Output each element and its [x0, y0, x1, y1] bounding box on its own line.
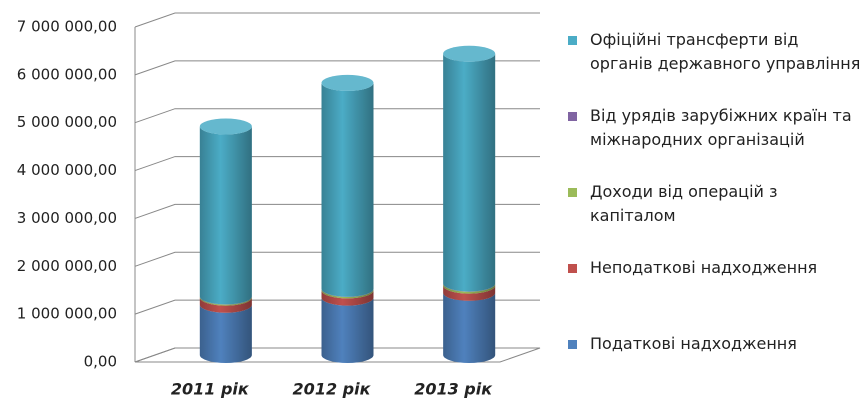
legend-item: Від урядів зарубіжних країн та міжнародн…	[568, 104, 864, 180]
y-tick-label: 3 000 000,00	[17, 209, 117, 227]
bar-shade	[443, 285, 496, 301]
bar-shade	[199, 304, 252, 363]
bar-shade	[321, 297, 374, 363]
y-tick-label: 5 000 000,00	[17, 113, 117, 131]
bar-shade	[443, 292, 496, 363]
legend-label: Від урядів зарубіжних країн та міжнародн…	[590, 106, 852, 149]
grid-line	[134, 108, 540, 124]
bar-top-shade	[199, 118, 252, 135]
y-tick-label: 0,00	[84, 353, 117, 371]
x-tick-label: 2012 рік	[293, 380, 372, 399]
bar-shade	[321, 82, 374, 297]
bar-shade	[199, 297, 252, 313]
legend-label: Офіційні трансферти від органів державно…	[590, 30, 861, 73]
x-tick-label: 2013 рік	[414, 380, 493, 399]
bar-shade	[321, 288, 374, 299]
bar-top-shade	[443, 45, 496, 62]
bar-shade	[199, 126, 252, 305]
legend-label: Доходи від операцій з капіталом	[590, 182, 778, 225]
legend-item: Неподаткові надходження	[568, 256, 864, 332]
x-tick-label: 2011 рік	[171, 380, 250, 399]
grid-line	[134, 347, 540, 363]
bar-shade	[321, 290, 374, 306]
grid-line	[134, 251, 540, 267]
legend: Офіційні трансферти від органів державно…	[568, 28, 864, 405]
legend-label: Неподаткові надходження	[590, 258, 818, 277]
legend-swatch	[568, 264, 577, 273]
bar-shade	[443, 53, 496, 292]
grid-line	[134, 299, 540, 315]
y-tick-label: 2 000 000,00	[17, 257, 117, 275]
bar-top	[443, 45, 496, 62]
legend-item: Доходи від операцій з капіталом	[568, 180, 864, 256]
bar-top	[321, 74, 374, 91]
legend-swatch	[568, 340, 577, 349]
bar-shade	[443, 283, 496, 294]
legend-swatch	[568, 188, 577, 197]
y-tick-label: 4 000 000,00	[17, 161, 117, 179]
y-tick-label: 7 000 000,00	[17, 18, 117, 36]
bar-top	[199, 118, 252, 135]
grid-line	[134, 156, 540, 172]
legend-item: Офіційні трансферти від органів державно…	[568, 28, 864, 104]
y-tick-label: 6 000 000,00	[17, 65, 117, 83]
legend-label: Податкові надходження	[590, 334, 797, 353]
legend-swatch	[568, 36, 577, 45]
bar-top-shade	[321, 74, 374, 91]
legend-item: Податкові надходження	[568, 332, 864, 405]
grid-line	[134, 60, 540, 76]
grid-line	[134, 12, 540, 28]
y-tick-label: 1 000 000,00	[17, 305, 117, 323]
legend-swatch	[568, 112, 577, 121]
grid-line	[134, 203, 540, 219]
